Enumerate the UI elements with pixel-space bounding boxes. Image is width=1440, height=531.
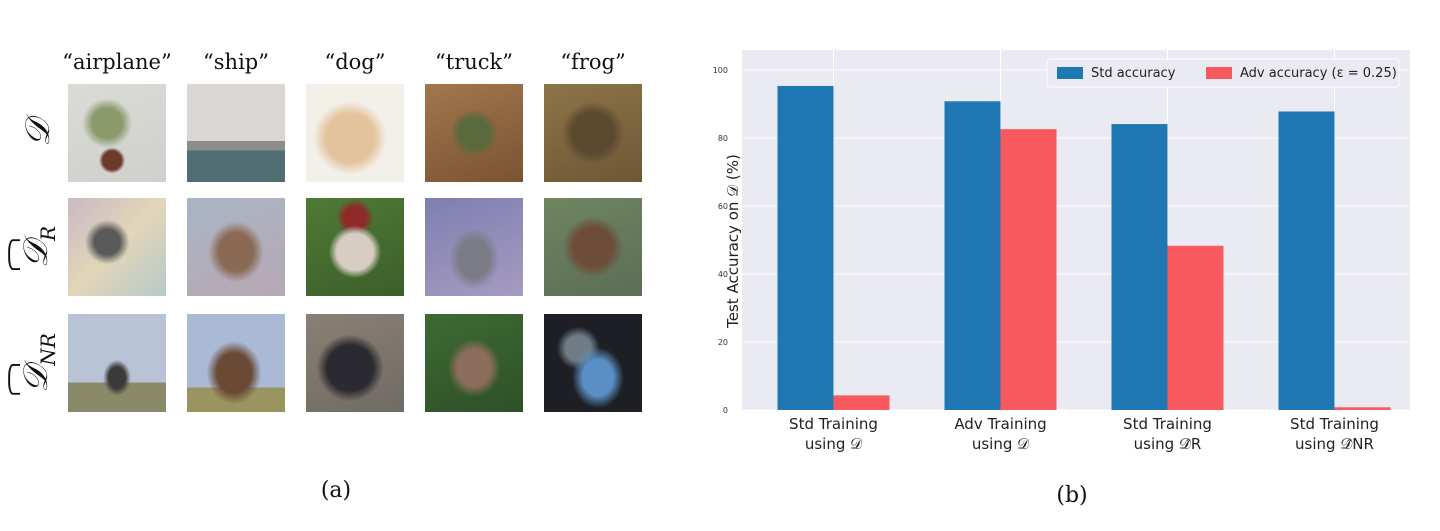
bar-adv-accuracy-3 [1334,407,1391,410]
bar-std-accuracy-3 [1278,111,1335,410]
row-label-d: 𝒟 [8,84,68,182]
accuracy-bar-chart: 0 20 40 60 80 100 Std Training using 𝒟 Adv Trai… [713,50,1410,508]
x-tick-label: Std Training [1290,415,1379,433]
class-label-dog: “dog” [324,50,386,74]
x-tick-label: Adv Training [954,415,1046,433]
x-tick-label: using 𝒟̂R [1134,435,1202,453]
image-dnr-truck [425,314,523,412]
image-dnr-frog [544,314,642,412]
image-d-truck [425,84,523,182]
class-label-truck: “truck” [435,50,513,74]
bar-adv-accuracy-1 [1000,129,1057,410]
row-label-d-nr: 𝒟NR [8,314,68,412]
legend-swatch-std [1057,67,1083,79]
bar-std-accuracy-1 [944,101,1001,410]
legend: Std accuracy Adv accuracy (ε = 0.25) [1046,58,1400,88]
x-tick-label: using 𝒟 [805,435,862,453]
panel-a-image-grid: “airplane” “ship” “dog” “truck” “frog” 𝒟… [0,0,700,531]
row-label-dr-subscript: R [35,225,60,241]
row-label-dr-symbol: 𝒟 [16,240,57,269]
image-dr-frog [544,198,642,296]
row-label-d-symbol: 𝒟 [18,119,58,147]
row-label-dnr-subscript: NR [35,333,60,366]
image-dr-dog [306,198,404,296]
x-tick-label: using 𝒟̂NR [1295,435,1374,453]
class-label-frog: “frog” [560,50,626,74]
x-tick-labels: Std Training using 𝒟 Adv Training using 𝒟 St… [789,415,1379,453]
y-tick-label: 80 [718,134,728,143]
y-tick-label: 0 [723,406,728,415]
caption-b: (b) [1056,483,1087,508]
image-dr-truck [425,198,523,296]
row-label-d-r: 𝒟R [8,198,68,296]
row-label-dnr-symbol: 𝒟 [16,365,57,393]
legend-label-std: Std accuracy [1091,66,1176,81]
bar-std-accuracy-2 [1111,124,1168,410]
image-d-dog [306,84,404,182]
y-axis-label: Test Accuracy on 𝒟 (%) [724,154,742,329]
image-dnr-airplane [68,314,166,412]
y-tick-label: 40 [718,270,728,279]
y-tick-label: 100 [713,66,728,75]
legend-label-adv: Adv accuracy (ε = 0.25) [1240,66,1397,81]
caption-a: (a) [320,478,352,503]
x-tick-label: Std Training [789,415,878,433]
x-tick-label: Std Training [1123,415,1212,433]
bar-adv-accuracy-0 [833,395,890,410]
y-tick-labels: 0 20 40 60 80 100 [713,66,728,415]
image-d-airplane [68,84,166,182]
y-tick-label: 60 [718,202,728,211]
image-dr-ship [187,198,285,296]
image-d-ship [187,84,285,182]
bar-adv-accuracy-2 [1167,245,1224,410]
image-dr-airplane [68,198,166,296]
image-dnr-dog [306,314,404,412]
y-tick-label: 20 [718,338,728,347]
bars [777,85,1391,410]
image-dnr-ship [187,314,285,412]
image-d-frog [544,84,642,182]
legend-swatch-adv [1206,67,1232,79]
x-tick-label: using 𝒟 [972,435,1029,453]
class-label-airplane: “airplane” [62,50,172,74]
class-label-ship: “ship” [203,50,269,74]
bar-std-accuracy-0 [777,85,834,410]
